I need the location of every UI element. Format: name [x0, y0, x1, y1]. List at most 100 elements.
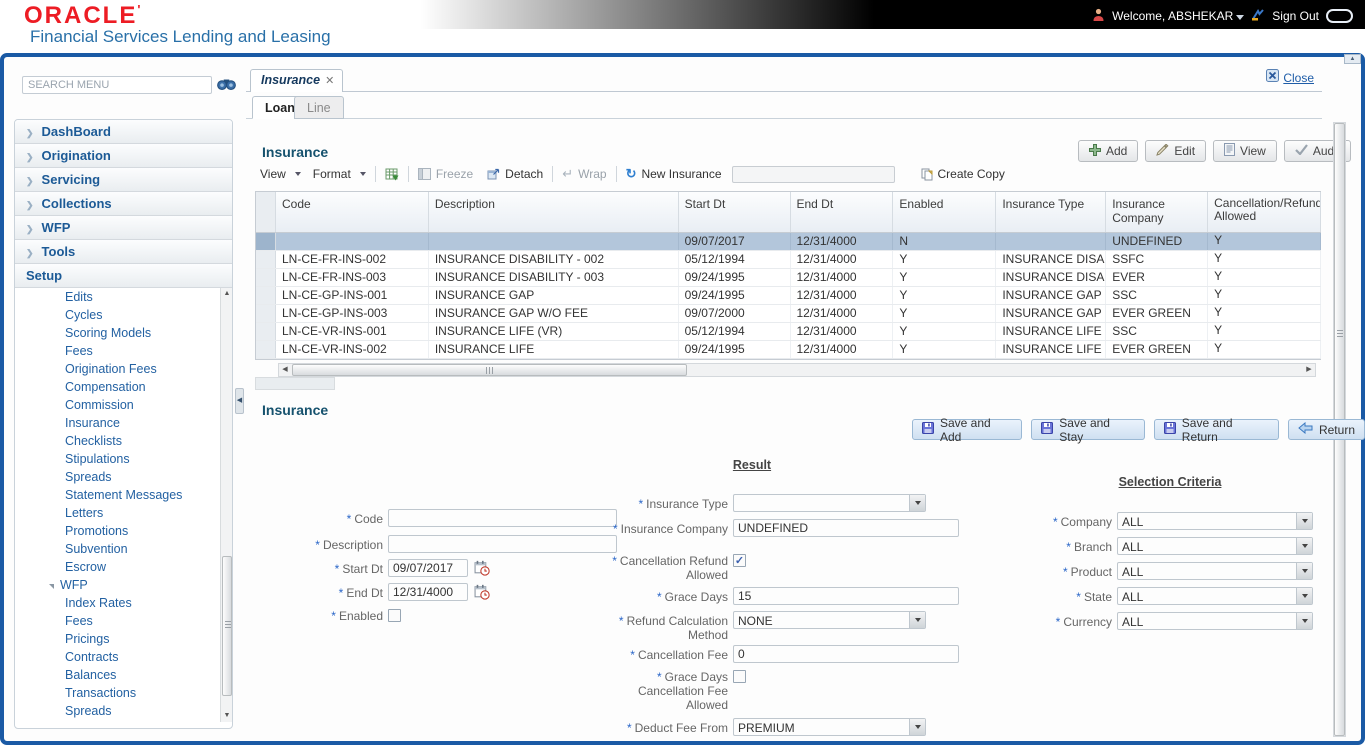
sidebar-item-collections[interactable]: ❯ Collections [15, 192, 232, 216]
new-insurance-button[interactable]: ↻ New Insurance [625, 166, 722, 181]
table-row[interactable]: LN-CE-VR-INS-001 INSURANCE LIFE (VR) 05/… [256, 323, 1321, 341]
scroll-up-arrow[interactable]: ▲ [223, 290, 231, 297]
sidebar-item-dashboard[interactable]: ❯ DashBoard [15, 120, 232, 144]
welcome-menu[interactable]: Welcome, ABSHEKAR [1112, 9, 1245, 23]
detach-button[interactable]: Detach [487, 167, 543, 181]
tree-item-origination-fees[interactable]: Origination Fees [65, 362, 157, 376]
tree-item-balances[interactable]: Balances [65, 668, 117, 682]
tree-item-subvention[interactable]: Subvention [65, 542, 128, 556]
grace-days-input[interactable] [733, 587, 959, 605]
column-header-end-dt[interactable]: End Dt [791, 192, 894, 232]
tab-insurance[interactable]: Insurance ✕ [250, 69, 344, 92]
product-dropdown[interactable]: ALL [1117, 562, 1313, 580]
subtab-line[interactable]: Line [294, 96, 344, 119]
column-header-cancellation[interactable]: Cancellation/Refund Allowed [1208, 192, 1321, 232]
column-header-start-dt[interactable]: Start Dt [679, 192, 791, 232]
dropdown-arrow-icon[interactable] [909, 612, 925, 628]
insurance-company-input[interactable] [733, 519, 959, 537]
column-header-code[interactable]: Code [276, 192, 429, 232]
insurance-type-dropdown[interactable] [733, 494, 926, 512]
dropdown-arrow-icon[interactable] [1296, 513, 1312, 529]
currency-dropdown[interactable]: ALL [1117, 612, 1313, 630]
dropdown-arrow-icon[interactable] [909, 719, 925, 735]
description-input[interactable] [388, 535, 617, 553]
column-header-description[interactable]: Description [429, 192, 679, 232]
column-header-enabled[interactable]: Enabled [893, 192, 997, 232]
tree-item-contracts[interactable]: Contracts [65, 650, 119, 664]
tree-item-compensation[interactable]: Compensation [65, 380, 146, 394]
tree-item-wfp-fees[interactable]: Fees [65, 614, 93, 628]
tree-item-scoring-models[interactable]: Scoring Models [65, 326, 152, 340]
sidebar-item-setup[interactable]: Setup [15, 264, 232, 288]
tree-item-insurance[interactable]: Insurance [65, 416, 120, 430]
calendar-icon[interactable] [474, 560, 490, 581]
scroll-down-arrow[interactable]: ▼ [223, 712, 231, 719]
cancellation-fee-input[interactable] [733, 645, 959, 663]
tree-item-edits[interactable]: Edits [65, 290, 93, 304]
dropdown-arrow-icon[interactable] [1296, 538, 1312, 554]
row-selector[interactable] [256, 305, 276, 322]
refund-method-dropdown[interactable]: NONE [733, 611, 926, 629]
calendar-icon[interactable] [474, 584, 490, 605]
scroll-right-arrow[interactable]: ▶ [1306, 366, 1312, 373]
row-selector[interactable] [256, 269, 276, 286]
column-header-insurance-company[interactable]: Insurance Company [1106, 192, 1209, 232]
tree-scrollbar-thumb[interactable] [222, 556, 232, 696]
tree-item-fees[interactable]: Fees [65, 344, 93, 358]
end-dt-input[interactable] [388, 583, 468, 601]
tree-item-index-rates[interactable]: Index Rates [65, 596, 132, 610]
sidebar-collapse-button[interactable]: ◀ [235, 388, 244, 414]
sidebar-item-servicing[interactable]: ❯ Servicing [15, 168, 232, 192]
view-button[interactable]: View [1213, 140, 1277, 162]
subtab-loan[interactable]: Loan [252, 96, 308, 119]
row-selector[interactable] [256, 233, 276, 250]
code-input[interactable] [388, 509, 617, 527]
toolbar-input[interactable] [731, 165, 895, 183]
cancellation-refund-checkbox[interactable] [733, 554, 746, 567]
column-header-insurance-type[interactable]: Insurance Type [996, 192, 1107, 232]
collapse-panel-button[interactable]: ▲ [1344, 54, 1361, 64]
tree-item-statement-messages[interactable]: Statement Messages [65, 488, 183, 502]
table-row[interactable]: LN-CE-FR-INS-003 INSURANCE DISABILITY - … [256, 269, 1321, 287]
tree-item-spreads[interactable]: Spreads [65, 470, 112, 484]
search-input[interactable] [22, 76, 212, 94]
table-row[interactable]: LN-CE-GP-INS-003 INSURANCE GAP W/O FEE 0… [256, 305, 1321, 323]
tree-item-commission[interactable]: Commission [65, 398, 134, 412]
row-selector[interactable] [256, 341, 276, 358]
grace-days-fee-checkbox[interactable] [733, 670, 746, 683]
save-and-return-button[interactable]: Save and Return [1153, 416, 1279, 444]
scroll-left-arrow[interactable]: ◀ [282, 366, 288, 373]
enabled-checkbox[interactable] [388, 609, 401, 622]
create-copy-button[interactable]: Create Copy [921, 167, 1005, 181]
table-row[interactable]: LN-CE-VR-INS-002 INSURANCE LIFE 09/24/19… [256, 341, 1321, 359]
row-selector[interactable] [256, 323, 276, 340]
company-dropdown[interactable]: ALL [1117, 512, 1313, 530]
dropdown-arrow-icon[interactable] [909, 495, 925, 511]
sidebar-item-tools[interactable]: ❯ Tools [15, 240, 232, 264]
dropdown-arrow-icon[interactable] [1296, 588, 1312, 604]
wrap-button[interactable]: ↵ Wrap [562, 166, 607, 181]
view-menu[interactable]: View [260, 167, 301, 181]
tree-item-cycles[interactable]: Cycles [65, 308, 103, 322]
tree-item-checklists[interactable]: Checklists [65, 434, 122, 448]
add-button[interactable]: Add [1078, 140, 1139, 162]
deduct-fee-from-dropdown[interactable]: PREMIUM [733, 718, 926, 736]
scrollbar-thumb[interactable] [292, 364, 687, 376]
format-menu[interactable]: Format [313, 167, 366, 181]
sign-out-link[interactable]: Sign Out [1272, 9, 1319, 23]
return-button[interactable]: Return [1287, 419, 1365, 440]
branch-dropdown[interactable]: ALL [1117, 537, 1313, 555]
table-horizontal-scrollbar[interactable]: ◀ ▶ [278, 363, 1316, 377]
save-and-stay-button[interactable]: Save and Stay [1031, 416, 1145, 444]
tree-scrollbar[interactable]: ▲ ▼ [220, 288, 232, 722]
row-selector[interactable] [256, 251, 276, 268]
tree-group-wfp[interactable]: WFP [15, 576, 232, 594]
dropdown-arrow-icon[interactable] [1296, 563, 1312, 579]
sidebar-item-origination[interactable]: ❯ Origination [15, 144, 232, 168]
tree-item-pricings[interactable]: Pricings [65, 632, 110, 646]
binoculars-search-icon[interactable] [217, 77, 237, 93]
close-button[interactable]: Close [1266, 69, 1314, 87]
tab-close-icon[interactable]: ✕ [325, 75, 335, 87]
tree-item-letters[interactable]: Letters [65, 506, 104, 520]
freeze-button[interactable]: Freeze [417, 167, 473, 181]
